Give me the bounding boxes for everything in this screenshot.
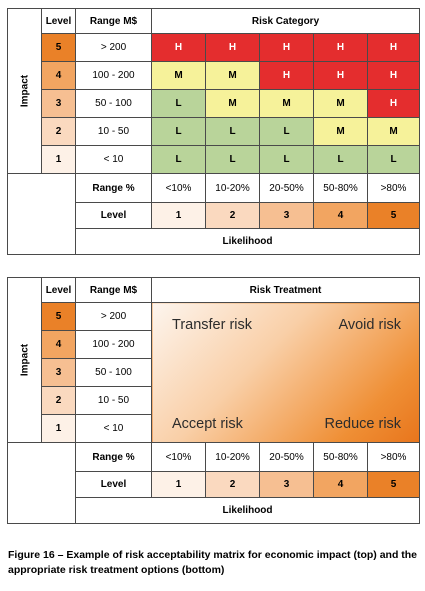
range-pct-3: 20-50% [259,173,314,203]
risk-cell-1-3: L [259,145,314,174]
range-pct-2: 10-20% [205,442,260,472]
impact-range-3: 50 - 100 [75,358,152,387]
risk-cell-2-1: L [151,117,206,146]
accept-risk-label: Accept risk [172,416,243,432]
risk-cell-4-2: M [205,61,260,90]
range-pct-4: 50-80% [313,173,368,203]
impact-level-2: 2 [41,117,76,146]
likelihood-level-1: 1 [151,202,206,229]
risk-category-header: Risk Category [150,8,421,34]
impact-level-4: 4 [41,330,76,359]
risk-cell-5-2: H [205,33,260,62]
level-header: Level [41,8,76,34]
range-pct-3: 20-50% [259,442,314,472]
risk-cell-3-5: H [366,89,421,118]
impact-level-3: 3 [41,358,76,387]
likelihood-level-5: 5 [366,471,421,498]
impact-range-1: < 10 [75,414,152,443]
risk-cell-5-4: H [313,33,368,62]
range-pct-label: Range % [75,173,152,203]
likelihood-level-5: 5 [366,202,421,229]
risk-cell-5-1: H [151,33,206,62]
risk-cell-3-1: L [151,89,206,118]
impact-range-2: 10 - 50 [75,117,152,146]
impact-axis-label: Impact [7,8,42,174]
likelihood-axis-label: Likelihood [74,228,421,255]
risk-cell-5-3: H [259,33,314,62]
impact-range-3: 50 - 100 [75,89,152,118]
risk-cell-4-3: H [259,61,314,90]
risk-cell-3-4: M [313,89,368,118]
likelihood-level-4: 4 [313,471,368,498]
impact-range-1: < 10 [75,145,152,174]
risk-cell-3-3: M [259,89,314,118]
range-pct-5: >80% [366,442,421,472]
level-header: Level [41,277,76,303]
range-header: Range M$ [75,277,152,303]
risk-cell-4-4: H [313,61,368,90]
likelihood-axis-label: Likelihood [74,497,421,524]
range-header: Range M$ [75,8,152,34]
range-pct-5: >80% [366,173,421,203]
risk-cell-1-1: L [151,145,206,174]
impact-range-5: > 200 [75,33,152,62]
impact-range-4: 100 - 200 [75,330,152,359]
risk-cell-1-5: L [366,145,421,174]
range-pct-4: 50-80% [313,442,368,472]
impact-level-4: 4 [41,61,76,90]
blank-corner [7,173,76,255]
impact-level-5: 5 [41,302,76,331]
risk-cell-4-5: H [366,61,421,90]
risk-cell-4-1: M [151,61,206,90]
impact-range-2: 10 - 50 [75,386,152,415]
impact-level-2: 2 [41,386,76,415]
risk-cell-3-2: M [205,89,260,118]
blank-corner [7,442,76,524]
impact-level-5: 5 [41,33,76,62]
impact-range-4: 100 - 200 [75,61,152,90]
likelihood-level-3: 3 [259,202,314,229]
likelihood-level-2: 2 [205,202,260,229]
transfer-risk-label: Transfer risk [172,317,253,333]
risk-category-matrix: Impact Level Range M$ Risk Category 5 > 2… [7,8,421,255]
figure-caption: Figure 16 – Example of risk acceptabilit… [8,549,418,576]
impact-level-3: 3 [41,89,76,118]
risk-cell-5-5: H [366,33,421,62]
likelihood-level-1: 1 [151,471,206,498]
range-pct-1: <10% [151,442,206,472]
risk-treatment-header: Risk Treatment [150,277,421,303]
risk-cell-2-5: M [366,117,421,146]
likelihood-level-2: 2 [205,471,260,498]
risk-cell-1-4: L [313,145,368,174]
avoid-risk-label: Avoid risk [338,317,402,333]
range-pct-1: <10% [151,173,206,203]
likelihood-level-label: Level [75,202,152,229]
risk-treatment-matrix: Impact Level Range M$ Risk Treatment 5 >… [7,277,421,524]
range-pct-2: 10-20% [205,173,260,203]
reduce-risk-label: Reduce risk [324,416,402,432]
likelihood-level-label: Level [75,471,152,498]
likelihood-level-4: 4 [313,202,368,229]
impact-range-5: > 200 [75,302,152,331]
risk-cell-1-2: L [205,145,260,174]
risk-cell-2-4: M [313,117,368,146]
impact-level-1: 1 [41,145,76,174]
impact-axis-label: Impact [7,277,42,443]
risk-cell-2-3: L [259,117,314,146]
risk-treatment-area: Transfer risk Avoid risk Accept risk Red… [150,302,421,443]
range-pct-label: Range % [75,442,152,472]
risk-cell-2-2: L [205,117,260,146]
impact-level-1: 1 [41,414,76,443]
likelihood-level-3: 3 [259,471,314,498]
